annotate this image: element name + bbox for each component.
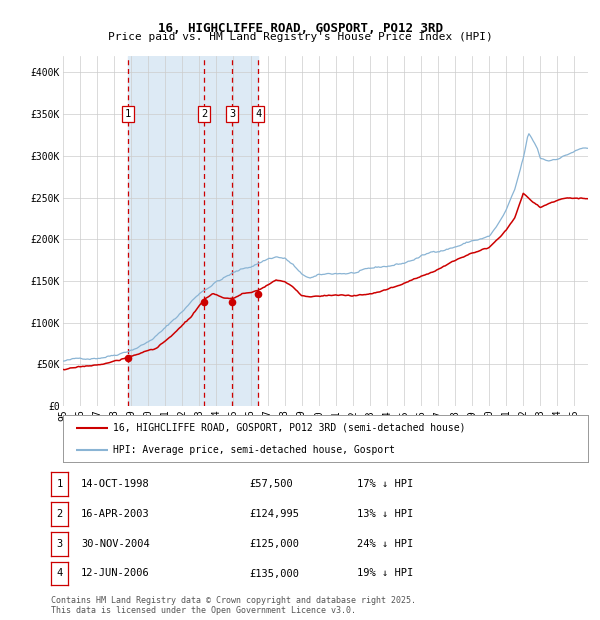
Text: 17% ↓ HPI: 17% ↓ HPI — [357, 479, 413, 489]
Text: 1: 1 — [124, 108, 131, 118]
Text: 3: 3 — [229, 108, 235, 118]
Text: £124,995: £124,995 — [249, 509, 299, 519]
Text: 2: 2 — [56, 509, 62, 519]
Text: 1: 1 — [56, 479, 62, 489]
Text: 16, HIGHCLIFFE ROAD, GOSPORT, PO12 3RD: 16, HIGHCLIFFE ROAD, GOSPORT, PO12 3RD — [157, 22, 443, 35]
Text: 4: 4 — [56, 569, 62, 578]
Text: Price paid vs. HM Land Registry's House Price Index (HPI): Price paid vs. HM Land Registry's House … — [107, 32, 493, 42]
Text: HPI: Average price, semi-detached house, Gosport: HPI: Average price, semi-detached house,… — [113, 445, 395, 455]
Bar — [128, 56, 258, 406]
Text: 2: 2 — [201, 108, 208, 118]
Text: 14-OCT-1998: 14-OCT-1998 — [81, 479, 150, 489]
Text: Contains HM Land Registry data © Crown copyright and database right 2025.
This d: Contains HM Land Registry data © Crown c… — [51, 596, 416, 615]
Text: £57,500: £57,500 — [249, 479, 293, 489]
Text: 16, HIGHCLIFFE ROAD, GOSPORT, PO12 3RD (semi-detached house): 16, HIGHCLIFFE ROAD, GOSPORT, PO12 3RD (… — [113, 423, 466, 433]
Text: 30-NOV-2004: 30-NOV-2004 — [81, 539, 150, 549]
Text: £135,000: £135,000 — [249, 569, 299, 578]
Text: 16-APR-2003: 16-APR-2003 — [81, 509, 150, 519]
Text: 24% ↓ HPI: 24% ↓ HPI — [357, 539, 413, 549]
Text: 3: 3 — [56, 539, 62, 549]
Text: £125,000: £125,000 — [249, 539, 299, 549]
Text: 4: 4 — [255, 108, 261, 118]
Text: 13% ↓ HPI: 13% ↓ HPI — [357, 509, 413, 519]
Text: 12-JUN-2006: 12-JUN-2006 — [81, 569, 150, 578]
Text: 19% ↓ HPI: 19% ↓ HPI — [357, 569, 413, 578]
